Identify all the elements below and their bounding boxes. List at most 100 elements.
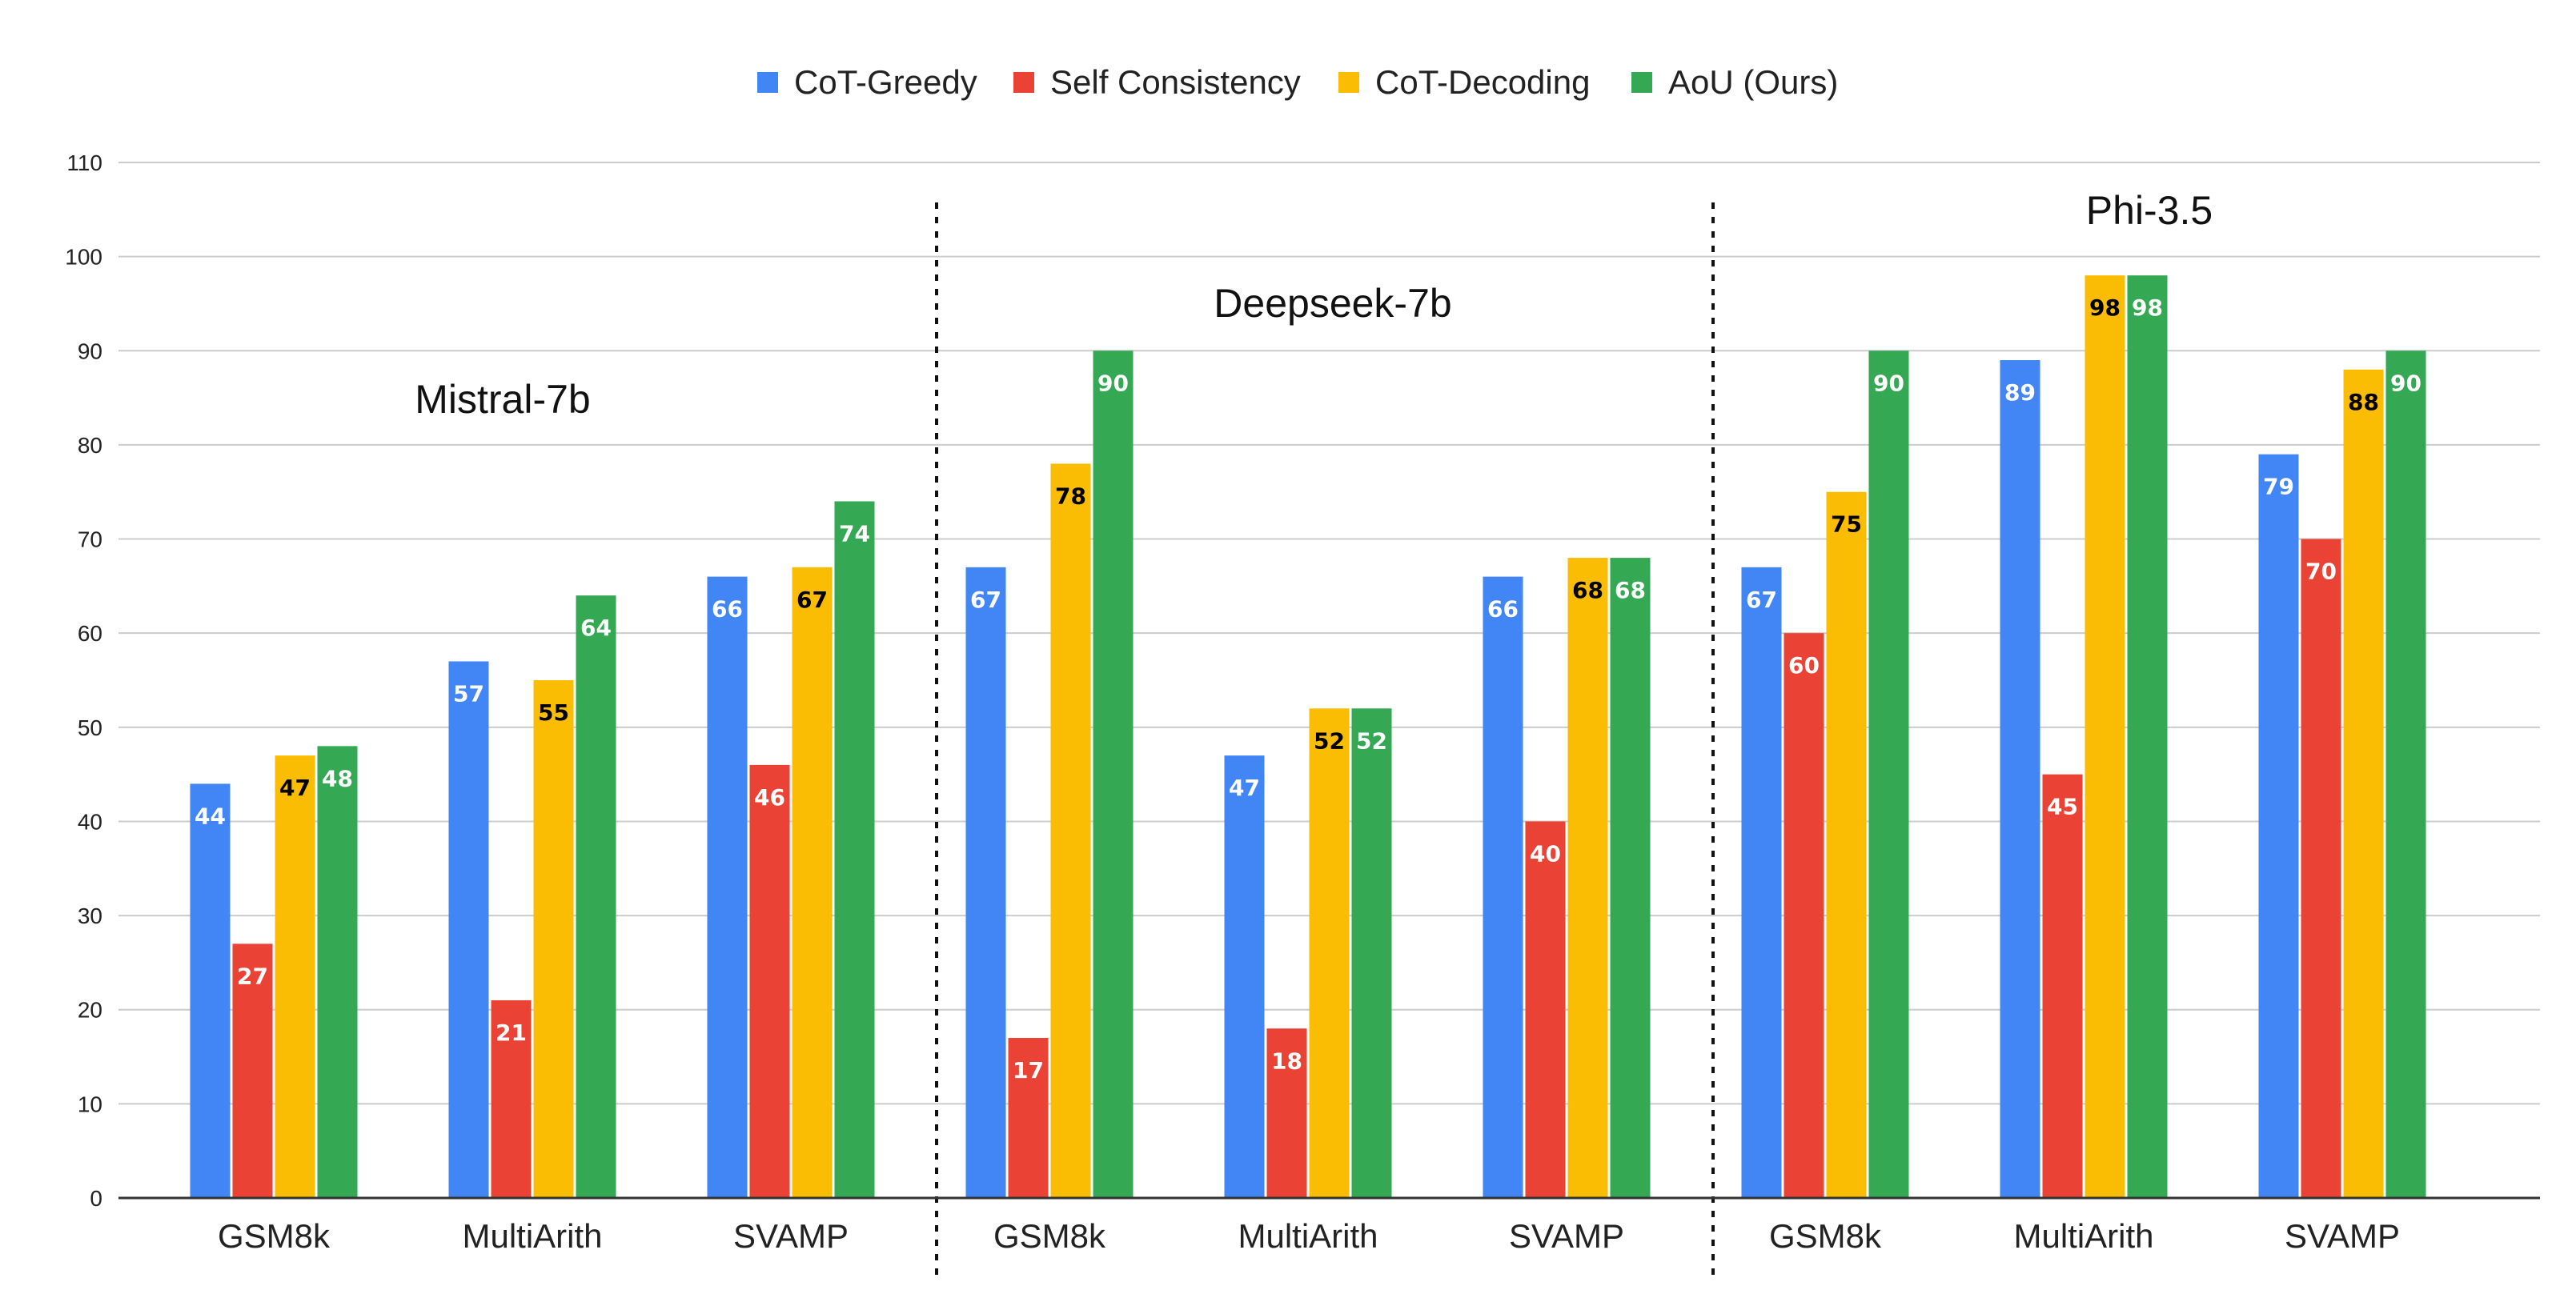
legend-swatch <box>1631 72 1652 93</box>
y-tick-label: 40 <box>78 809 102 834</box>
bar-self-consistency <box>491 1000 532 1198</box>
bar-aou-ours <box>1351 708 1392 1198</box>
bar-cot-decoding <box>792 567 833 1198</box>
y-tick-label: 50 <box>78 715 102 740</box>
data-labels: 44 27 47 48 57 21 55 64 66 46 67 74 67 17 78 90 47 18 52 52… <box>195 294 2422 1084</box>
data-label: 27 <box>237 963 268 989</box>
x-category-label: MultiArith <box>462 1217 602 1255</box>
y-tick-label: 80 <box>78 433 102 458</box>
y-tick-label: 90 <box>78 339 102 363</box>
legend-label-cot-greedy: CoT-Greedy <box>794 63 977 101</box>
bar-cot-decoding <box>1050 463 1091 1198</box>
bar-cot-decoding <box>275 755 315 1198</box>
bar-aou-ours <box>1093 351 1134 1199</box>
bar-aou-ours <box>1868 351 1909 1199</box>
data-label: 74 <box>839 520 870 547</box>
x-category-label: SVAMP <box>2285 1217 2400 1255</box>
data-label: 78 <box>1055 483 1086 509</box>
group-title-mistral-7b: Mistral-7b <box>415 377 590 422</box>
bar-cot-greedy <box>965 567 1006 1198</box>
data-label: 70 <box>2305 559 2337 585</box>
bar-aou-ours <box>2127 275 2168 1199</box>
bar-cot-decoding <box>533 680 574 1198</box>
bar-cot-greedy <box>2258 454 2299 1198</box>
group-dividers <box>935 202 1715 1276</box>
data-label: 88 <box>2348 389 2379 415</box>
bar-cot-greedy <box>2000 360 2040 1198</box>
x-category-label: MultiArith <box>1238 1217 1378 1255</box>
x-category-label: MultiArith <box>2013 1217 2153 1255</box>
data-label: 47 <box>1229 775 1260 801</box>
bar-aou-ours <box>576 595 616 1198</box>
legend-swatch <box>1338 72 1359 93</box>
data-label: 17 <box>1013 1057 1044 1084</box>
group-title-deepseek-7b: Deepseek-7b <box>1214 281 1451 326</box>
data-label: 89 <box>2004 379 2036 406</box>
data-label: 90 <box>1873 370 1904 396</box>
bar-self-consistency <box>232 943 273 1198</box>
x-category-label: GSM8k <box>1769 1217 1882 1255</box>
x-category-label: SVAMP <box>1509 1217 1624 1255</box>
bar-cot-greedy <box>448 661 489 1198</box>
y-axis-ticks: 0 10 20 30 40 50 60 70 80 90 100 110 <box>65 150 102 1211</box>
bar-aou-ours <box>834 501 875 1198</box>
data-label: 67 <box>970 587 1001 613</box>
data-label: 90 <box>1097 370 1129 396</box>
data-label: 98 <box>2132 294 2163 321</box>
bar-cot-greedy <box>190 783 231 1198</box>
bar-aou-ours <box>2385 351 2426 1199</box>
x-category-label: SVAMP <box>733 1217 849 1255</box>
bar-self-consistency <box>1784 633 1824 1198</box>
legend-swatch <box>757 72 778 93</box>
y-tick-label: 60 <box>78 621 102 646</box>
bar-cot-decoding <box>2084 275 2125 1199</box>
bar-self-consistency <box>749 764 790 1198</box>
data-label: 60 <box>1788 652 1820 679</box>
x-category-label: GSM8k <box>218 1217 331 1255</box>
data-label: 21 <box>496 1020 527 1046</box>
bar-cot-greedy <box>1741 567 1782 1198</box>
bars <box>190 275 2426 1199</box>
y-tick-label: 10 <box>78 1092 102 1116</box>
bar-aou-ours <box>317 746 358 1198</box>
group-titles: Mistral-7b Deepseek-7b Phi-3.5 <box>415 188 2213 422</box>
legend-label-self-consistency: Self Consistency <box>1050 63 1301 101</box>
data-label: 90 <box>2390 370 2422 396</box>
data-label: 57 <box>453 680 484 707</box>
y-tick-label: 70 <box>78 527 102 552</box>
bar-self-consistency <box>2042 774 2083 1198</box>
data-label: 52 <box>1356 727 1387 754</box>
bar-cot-decoding <box>2343 369 2384 1198</box>
y-tick-label: 100 <box>65 245 102 270</box>
x-axis-categories: GSM8k MultiArith SVAMP GSM8k MultiArith SVAMP… <box>218 1217 2400 1255</box>
legend-swatch <box>1013 72 1034 93</box>
group-title-phi-3-5: Phi-3.5 <box>2086 188 2213 233</box>
y-tick-label: 30 <box>78 903 102 928</box>
data-label: 67 <box>1746 587 1777 613</box>
data-label: 79 <box>2263 474 2294 500</box>
y-tick-label: 110 <box>66 150 102 175</box>
bar-self-consistency <box>1525 821 1566 1198</box>
x-category-label: GSM8k <box>993 1217 1106 1255</box>
y-tick-label: 0 <box>90 1186 102 1211</box>
data-label: 47 <box>279 775 311 801</box>
bar-cot-greedy <box>1224 755 1265 1198</box>
bar-cot-decoding <box>1826 491 1867 1198</box>
data-label: 75 <box>1831 511 1862 538</box>
bar-self-consistency <box>2301 539 2341 1198</box>
data-label: 68 <box>1572 577 1603 603</box>
bar-self-consistency <box>1266 1028 1307 1198</box>
data-label: 68 <box>1615 577 1646 603</box>
data-label: 52 <box>1314 727 1345 754</box>
data-label: 98 <box>2089 294 2121 321</box>
bar-aou-ours <box>1610 558 1651 1198</box>
data-label: 67 <box>796 587 828 613</box>
legend-label-aou-ours: AoU (Ours) <box>1668 63 1838 101</box>
bar-self-consistency <box>1008 1038 1049 1198</box>
data-label: 40 <box>1530 840 1561 867</box>
data-label: 66 <box>712 596 743 623</box>
bar-cot-greedy <box>1483 576 1523 1198</box>
bar-cot-decoding <box>1567 558 1608 1198</box>
data-label: 48 <box>322 765 353 791</box>
